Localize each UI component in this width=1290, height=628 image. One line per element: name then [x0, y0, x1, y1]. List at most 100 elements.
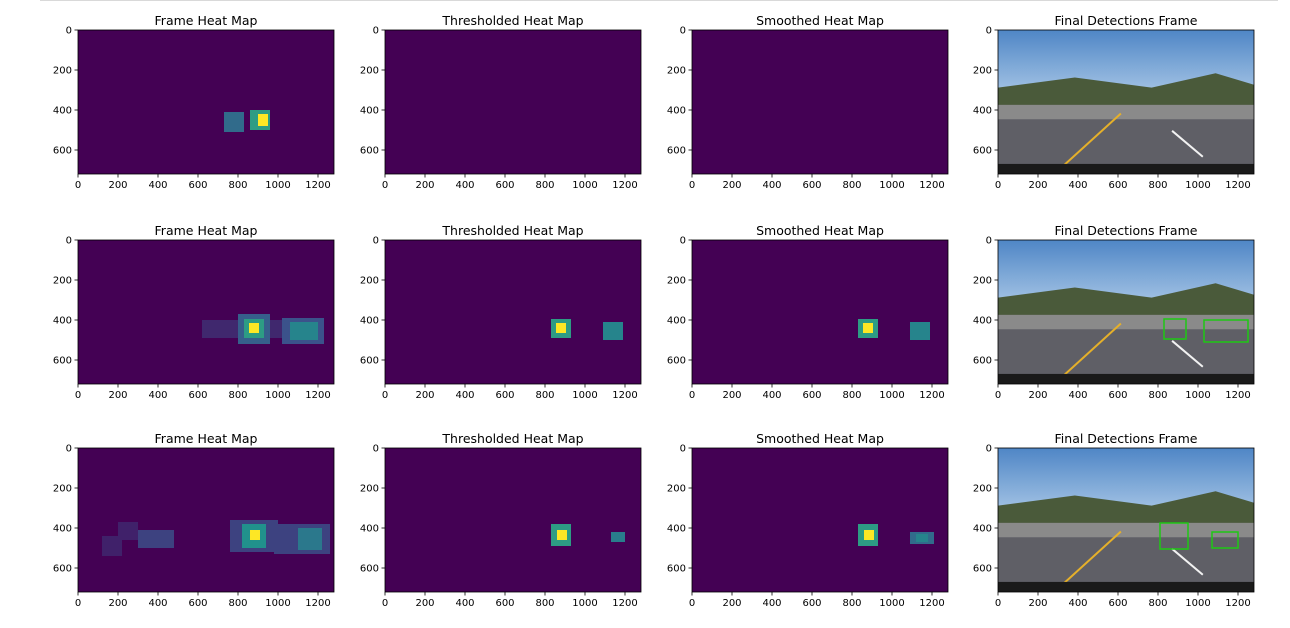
- x-tick-label: 1200: [612, 180, 637, 191]
- y-tick-label: 0: [373, 444, 379, 455]
- subplot-title: Final Detections Frame: [1055, 431, 1198, 446]
- detection-box: [1211, 531, 1239, 549]
- x-tick-label: 600: [495, 598, 514, 609]
- plot-area: [998, 448, 1254, 592]
- heat-region: [864, 530, 874, 540]
- y-tick-label: 600: [973, 356, 992, 367]
- x-tick-label: 0: [689, 390, 695, 401]
- subplot-r1-c1: Frame Heat Map 0 200 400 600 800 1000 1200 0 200 4…: [53, 13, 335, 191]
- x-tick-label: 0: [75, 598, 81, 609]
- x-tick-label: 200: [108, 180, 127, 191]
- x-tick-label: 0: [995, 390, 1001, 401]
- y-tick-label: 400: [360, 106, 379, 117]
- x-tick-label: 0: [689, 598, 695, 609]
- y-tick-label: 600: [360, 356, 379, 367]
- subplot-title: Frame Heat Map: [155, 431, 258, 446]
- x-tick-label: 0: [382, 390, 388, 401]
- x-tick-label: 1200: [919, 180, 944, 191]
- x-tick-label: 1000: [1185, 180, 1210, 191]
- subplot-title: Smoothed Heat Map: [756, 223, 884, 238]
- subplot-title: Thresholded Heat Map: [441, 223, 583, 238]
- detection-box: [1203, 319, 1249, 343]
- x-tick-label: 1200: [919, 598, 944, 609]
- heat-region: [290, 322, 318, 340]
- x-tick-label: 1200: [1225, 390, 1250, 401]
- y-tick-label: 200: [973, 66, 992, 77]
- axes-frame: [997, 239, 1255, 385]
- x-tick-label: 200: [108, 390, 127, 401]
- axes-frame: [691, 239, 949, 385]
- plot-area: [998, 30, 1254, 174]
- heatmap-background: [78, 240, 334, 384]
- x-tick-label: 1200: [305, 390, 330, 401]
- x-tick-label: 1200: [919, 390, 944, 401]
- y-tick-label: 0: [373, 26, 379, 37]
- x-tick-label: 800: [228, 598, 247, 609]
- axes-frame: [691, 29, 949, 175]
- x-tick-label: 400: [1068, 180, 1087, 191]
- x-tick-label: 1200: [612, 598, 637, 609]
- y-tick-label: 600: [973, 564, 992, 575]
- x-tick-label: 1000: [265, 180, 290, 191]
- y-tick-label: 400: [973, 316, 992, 327]
- subplot-title: Thresholded Heat Map: [441, 13, 583, 28]
- y-tick-label: 0: [680, 26, 686, 37]
- heat-region: [556, 323, 566, 333]
- plot-area: [998, 240, 1254, 384]
- x-tick-label: 800: [228, 180, 247, 191]
- subplot-r2-c2: Thresholded Heat Map 0 200 400 600 800 1000 120…: [360, 223, 642, 401]
- hood: [998, 163, 1254, 174]
- axes-frame: [997, 29, 1255, 175]
- y-tick-label: 600: [360, 146, 379, 157]
- detection-box: [1159, 522, 1189, 550]
- x-tick-label: 600: [495, 180, 514, 191]
- subplot-r3-c2: Thresholded Heat Map 0 200 400 600 800 1000 120…: [360, 431, 642, 609]
- subplot-r2-c3: Smoothed Heat Map 0 200 400 600 800 1000 1200 0 2…: [667, 223, 949, 401]
- x-tick-label: 200: [415, 180, 434, 191]
- heatmap-background: [385, 448, 641, 592]
- y-tick-label: 200: [973, 484, 992, 495]
- x-tick-label: 600: [1108, 598, 1127, 609]
- x-tick-label: 200: [722, 180, 741, 191]
- x-tick-label: 600: [802, 390, 821, 401]
- y-tick-label: 200: [667, 276, 686, 287]
- heatmap-background: [385, 240, 641, 384]
- y-tick-label: 0: [373, 236, 379, 247]
- hood: [998, 581, 1254, 592]
- x-tick-label: 1000: [265, 598, 290, 609]
- x-tick-label: 800: [1148, 180, 1167, 191]
- subplot-title: Smoothed Heat Map: [756, 431, 884, 446]
- subplot-r2-c4: Final Detections Frame 0 200 400 600 800 1000 1…: [973, 223, 1255, 401]
- y-tick-label: 400: [360, 316, 379, 327]
- axes-frame: [384, 447, 642, 593]
- plot-area: [78, 448, 334, 592]
- x-tick-label: 0: [995, 180, 1001, 191]
- y-tick-label: 200: [973, 276, 992, 287]
- y-tick-label: 0: [66, 26, 72, 37]
- heat-region: [102, 536, 122, 556]
- x-tick-label: 400: [762, 598, 781, 609]
- y-tick-label: 200: [360, 276, 379, 287]
- heat-region: [298, 528, 322, 550]
- barrier: [998, 522, 1254, 538]
- y-tick-label: 400: [53, 316, 72, 327]
- y-tick-label: 400: [667, 316, 686, 327]
- heatmap-background: [78, 30, 334, 174]
- y-tick-label: 400: [53, 106, 72, 117]
- axes-frame: [77, 29, 335, 175]
- y-tick-label: 600: [53, 146, 72, 157]
- x-tick-label: 800: [535, 598, 554, 609]
- y-tick-label: 400: [973, 106, 992, 117]
- y-tick-label: 0: [986, 236, 992, 247]
- plot-area: [385, 30, 641, 174]
- x-tick-label: 1000: [1185, 390, 1210, 401]
- plot-area: [78, 240, 334, 384]
- x-tick-label: 400: [1068, 390, 1087, 401]
- x-tick-label: 400: [148, 598, 167, 609]
- y-tick-label: 600: [53, 356, 72, 367]
- axes-frame: [997, 447, 1255, 593]
- subplot-title: Final Detections Frame: [1055, 223, 1198, 238]
- x-tick-label: 800: [228, 390, 247, 401]
- x-tick-label: 0: [75, 180, 81, 191]
